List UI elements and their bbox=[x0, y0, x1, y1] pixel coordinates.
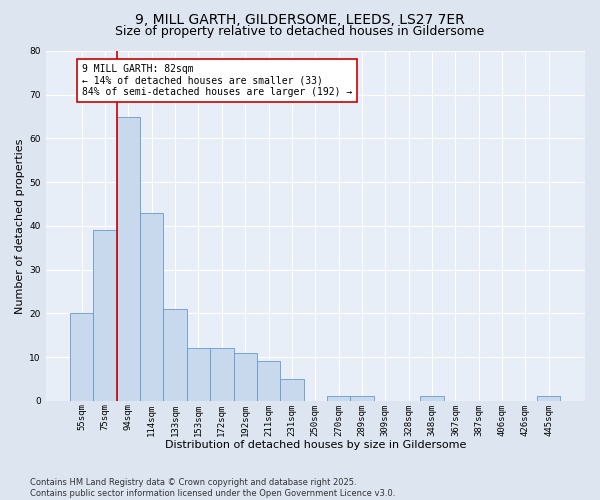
Bar bbox=[94, 230, 117, 401]
Bar bbox=[117, 116, 140, 401]
Bar bbox=[70, 314, 94, 401]
Bar bbox=[140, 213, 163, 401]
Bar bbox=[327, 396, 350, 401]
Bar bbox=[350, 396, 374, 401]
Bar bbox=[187, 348, 210, 401]
Bar bbox=[257, 362, 280, 401]
Bar bbox=[163, 309, 187, 401]
Bar bbox=[280, 379, 304, 401]
Text: 9 MILL GARTH: 82sqm
← 14% of detached houses are smaller (33)
84% of semi-detach: 9 MILL GARTH: 82sqm ← 14% of detached ho… bbox=[82, 64, 352, 98]
Text: Contains HM Land Registry data © Crown copyright and database right 2025.
Contai: Contains HM Land Registry data © Crown c… bbox=[30, 478, 395, 498]
Bar bbox=[421, 396, 444, 401]
Text: Size of property relative to detached houses in Gildersome: Size of property relative to detached ho… bbox=[115, 25, 485, 38]
Bar bbox=[537, 396, 560, 401]
Bar bbox=[233, 352, 257, 401]
X-axis label: Distribution of detached houses by size in Gildersome: Distribution of detached houses by size … bbox=[164, 440, 466, 450]
Text: 9, MILL GARTH, GILDERSOME, LEEDS, LS27 7ER: 9, MILL GARTH, GILDERSOME, LEEDS, LS27 7… bbox=[135, 12, 465, 26]
Y-axis label: Number of detached properties: Number of detached properties bbox=[15, 138, 25, 314]
Bar bbox=[210, 348, 233, 401]
